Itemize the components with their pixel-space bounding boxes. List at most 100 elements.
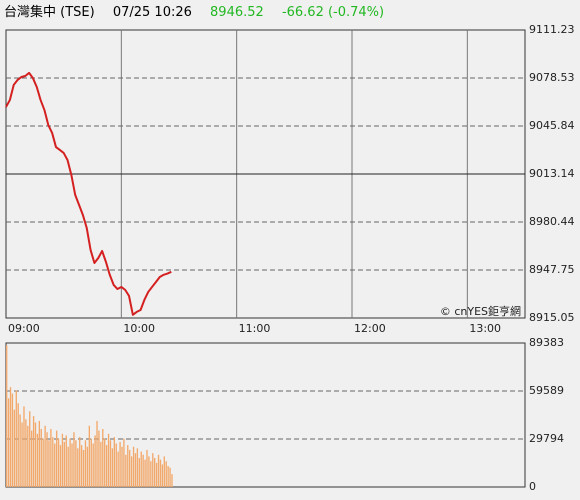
volume-bar bbox=[32, 416, 35, 487]
volume-bar bbox=[13, 409, 16, 487]
volume-bar bbox=[159, 459, 162, 487]
volume-bar bbox=[7, 398, 10, 487]
volume-bar bbox=[77, 448, 79, 487]
y-tick-label: 9045.84 bbox=[529, 119, 575, 132]
y-tick-label: 0 bbox=[529, 480, 536, 493]
x-tick-label: 09:00 bbox=[8, 322, 40, 335]
price: 8946.52 bbox=[210, 5, 264, 20]
volume-bar bbox=[163, 456, 165, 487]
y-tick-label: 8980.44 bbox=[529, 215, 575, 228]
volume-bar bbox=[132, 446, 135, 487]
volume-bar bbox=[27, 425, 29, 487]
volume-bar bbox=[113, 437, 115, 487]
y-tick-label: 9078.53 bbox=[529, 71, 575, 84]
volume-bar bbox=[105, 445, 108, 487]
quote-time: 07/25 10:26 bbox=[112, 5, 192, 20]
header: 台灣集中 (TSE) 07/25 10:26 8946.52 -66.62 (-… bbox=[4, 1, 398, 20]
volume-bar bbox=[55, 430, 58, 487]
volume-bar bbox=[23, 406, 25, 487]
volume-bar bbox=[98, 430, 100, 487]
volume-bar bbox=[6, 345, 8, 487]
volume-bar bbox=[142, 454, 144, 487]
volume-bar bbox=[73, 432, 75, 487]
volume-bar bbox=[123, 438, 125, 487]
volume-bar bbox=[36, 433, 39, 487]
volume-bar bbox=[61, 433, 64, 487]
volume-bar bbox=[94, 435, 96, 487]
volume-bar bbox=[80, 445, 83, 487]
volume-bar bbox=[42, 438, 44, 487]
volume-bar bbox=[88, 425, 91, 487]
index-name: 台灣集中 (TSE) bbox=[4, 5, 95, 20]
volume-bar bbox=[82, 449, 85, 487]
volume-bar bbox=[125, 454, 127, 487]
volume-bar bbox=[152, 453, 154, 487]
volume-bar bbox=[92, 443, 94, 487]
volume-bar bbox=[144, 459, 146, 487]
volume-bar bbox=[90, 438, 92, 487]
volume-bar bbox=[38, 420, 41, 487]
volume-bar bbox=[19, 414, 21, 487]
volume-bar bbox=[50, 429, 52, 487]
volume-bar bbox=[40, 429, 42, 487]
x-tick-label: 10:00 bbox=[123, 322, 155, 335]
volume-bar bbox=[155, 462, 158, 487]
change: -66.62 (-0.74%) bbox=[281, 5, 385, 20]
volume-bar bbox=[48, 440, 50, 487]
volume-bar bbox=[30, 430, 33, 487]
volume-bar bbox=[165, 461, 167, 487]
volume-bar bbox=[29, 411, 31, 487]
volume-bar bbox=[52, 437, 54, 487]
volume-bar bbox=[44, 425, 46, 487]
y-tick-label: 9013.14 bbox=[529, 167, 575, 180]
volume-bar bbox=[100, 441, 102, 487]
x-tick-label: 12:00 bbox=[354, 322, 386, 335]
volume-bar bbox=[107, 433, 110, 487]
volume-bar bbox=[46, 432, 48, 487]
y-tick-label: 89383 bbox=[529, 336, 564, 349]
x-tick-label: 11:00 bbox=[239, 322, 271, 335]
volume-bar bbox=[86, 446, 89, 487]
volume-bar bbox=[104, 438, 106, 487]
y-tick-label: 9111.23 bbox=[529, 23, 575, 36]
volume-bar bbox=[59, 445, 62, 487]
y-tick-label: 8947.75 bbox=[529, 263, 575, 276]
volume-bar bbox=[146, 449, 148, 487]
volume-bar bbox=[96, 420, 98, 487]
volume-bar bbox=[134, 453, 137, 487]
volume-bar bbox=[161, 464, 164, 487]
volume-bar bbox=[17, 403, 19, 487]
volume-bar bbox=[109, 440, 112, 487]
y-tick-label: 29794 bbox=[529, 432, 564, 445]
volume-bar bbox=[21, 422, 23, 487]
volume-bar bbox=[157, 454, 160, 487]
volume-bar bbox=[71, 443, 73, 487]
volume-bar bbox=[140, 451, 142, 487]
volume-bar bbox=[130, 456, 133, 487]
volume-bar bbox=[148, 456, 150, 487]
volume-bar bbox=[63, 441, 66, 487]
volume-bar bbox=[171, 474, 173, 487]
watermark: © cnYES鉅亨網 bbox=[440, 304, 521, 318]
volume-bar bbox=[69, 438, 71, 487]
volume-bar bbox=[111, 448, 114, 487]
volume-bar bbox=[54, 443, 56, 487]
volume-bar bbox=[67, 446, 69, 487]
price-line bbox=[5, 71, 172, 316]
volume-bar bbox=[11, 393, 14, 487]
volume-bar bbox=[65, 435, 67, 487]
volume-bar bbox=[121, 446, 123, 487]
volume-bar bbox=[84, 440, 87, 487]
volume-bar bbox=[150, 461, 152, 487]
volume-bar bbox=[15, 390, 17, 487]
volume-bar bbox=[115, 443, 117, 487]
volume-bar bbox=[102, 429, 104, 487]
volume-bar bbox=[79, 437, 81, 487]
volume-bar bbox=[138, 458, 140, 487]
volume-bar bbox=[136, 448, 139, 487]
x-tick-label: 13:00 bbox=[469, 322, 501, 335]
volume-bar bbox=[34, 422, 37, 487]
volume-bar bbox=[129, 449, 131, 487]
